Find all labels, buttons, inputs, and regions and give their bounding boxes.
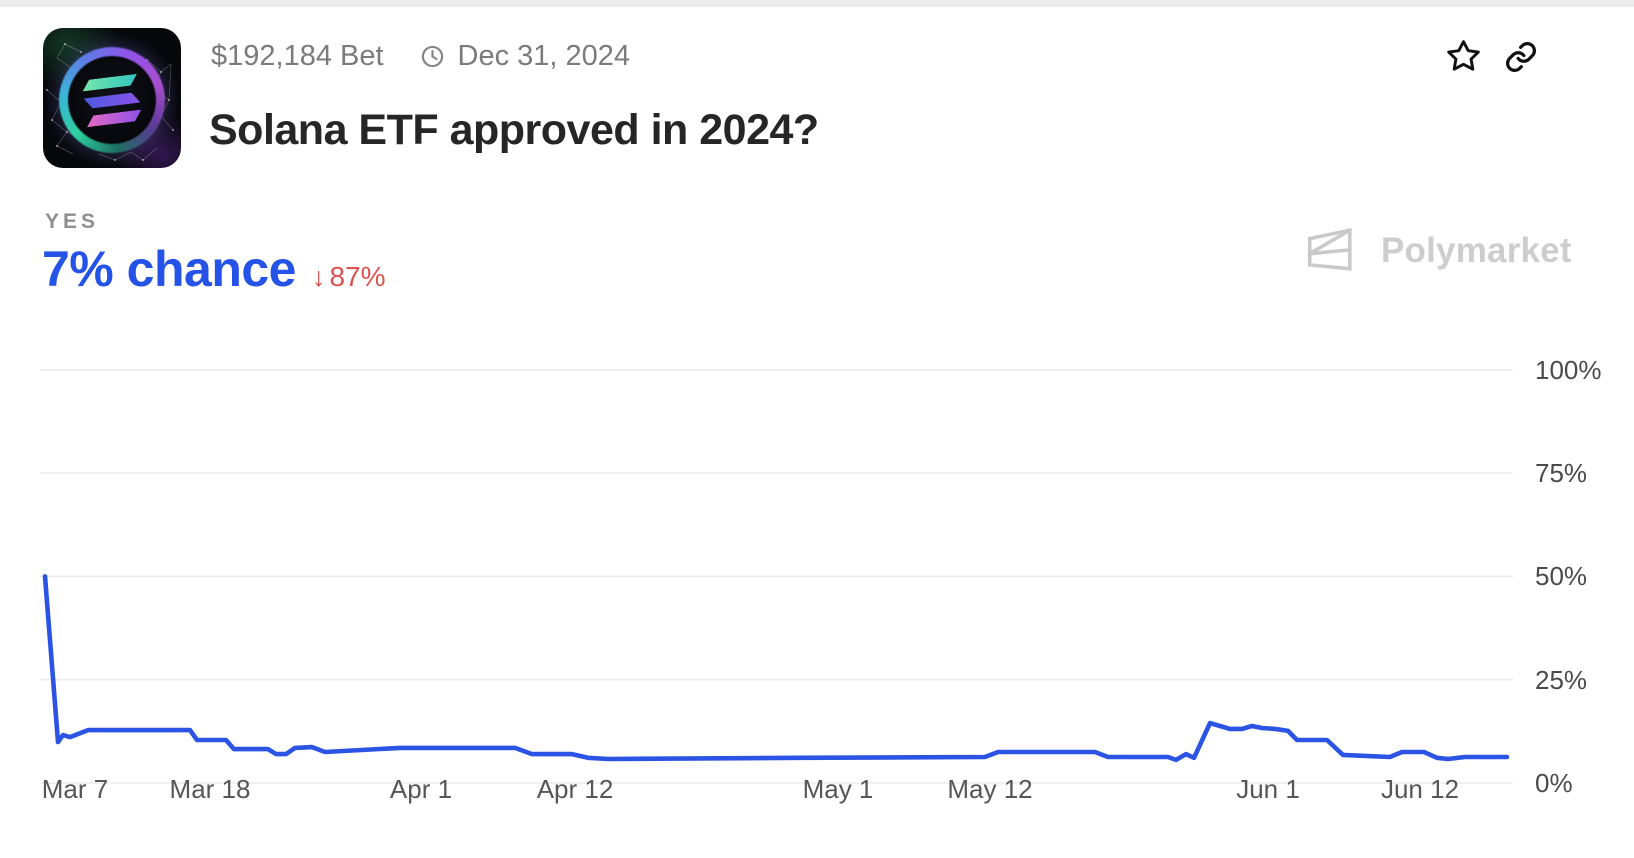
polymarket-watermark: Polymarket [1302, 224, 1572, 278]
x-axis-tick-label: Mar 18 [169, 774, 251, 804]
end-date: Dec 31, 2024 [457, 40, 631, 72]
y-axis-tick-label: 75% [1535, 458, 1588, 489]
price-line [42, 574, 1510, 763]
card-top-border [0, 0, 1634, 7]
x-axis-tick-label: Jun 1 [1236, 774, 1300, 804]
arrow-down-icon: ↓ [311, 262, 326, 292]
polymarket-logo-icon [1307, 227, 1352, 271]
chance-value: 7% chance [42, 241, 296, 297]
x-axis-tick-label: Jun 12 [1380, 774, 1460, 804]
card-actions [1445, 38, 1538, 75]
market-meta-row: $192,184 Bet Dec 31, 2024 [211, 40, 630, 73]
page-title: Solana ETF approved in 2024? [209, 106, 819, 154]
solana-market-icon [43, 28, 181, 168]
copy-link-button[interactable] [1504, 40, 1538, 74]
chance-row: 7% chance ↓ 87% [42, 240, 386, 298]
clock-icon [420, 44, 445, 69]
polymarket-wordmark: Polymarket [1381, 231, 1572, 270]
favorite-star-button[interactable] [1445, 38, 1482, 75]
bet-volume: $192,184 Bet [211, 40, 384, 72]
y-axis-tick-label: 100% [1535, 354, 1602, 385]
x-axis-tick-label: Apr 12 [536, 774, 614, 804]
change-value: 87% [329, 261, 386, 292]
y-axis-tick-label: 0% [1535, 768, 1573, 798]
outcome-label: YES [45, 210, 100, 233]
change-indicator: ↓ 87% [312, 261, 386, 293]
star-icon [1447, 40, 1480, 71]
x-axis-tick-label: Mar 7 [41, 774, 109, 804]
y-axis-tick-label: 25% [1535, 664, 1588, 695]
link-icon [1506, 41, 1536, 72]
x-axis-tick-label: May 12 [947, 774, 1033, 804]
x-axis-tick-label: May 1 [802, 774, 874, 804]
x-axis-tick-label: Apr 1 [389, 774, 453, 804]
y-axis-tick-label: 50% [1535, 561, 1588, 592]
